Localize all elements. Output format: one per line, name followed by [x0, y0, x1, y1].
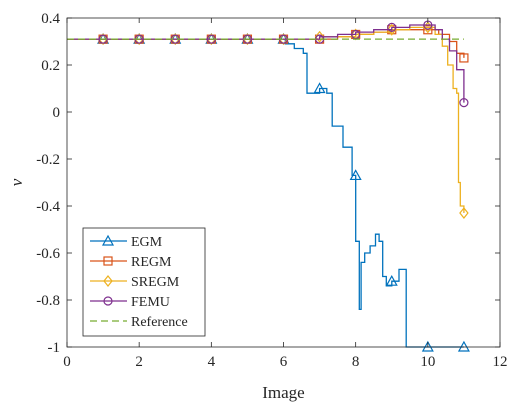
series-sregm	[67, 21, 469, 220]
legend-entry-sregm: SREGM	[90, 275, 180, 290]
x-tick-label: 8	[352, 354, 360, 370]
y-tick-label: -0.8	[36, 293, 60, 309]
data-point-sregm	[242, 33, 253, 46]
data-point-regm	[423, 25, 433, 35]
legend-entry-regm: REGM	[90, 255, 172, 270]
y-tick-label: 0.2	[41, 58, 60, 74]
legend-entry-egm: EGM	[90, 234, 163, 250]
legend-marker-femu	[103, 296, 113, 306]
legend-label-egm: EGM	[131, 235, 163, 250]
data-point-egm	[385, 274, 398, 286]
data-point-sregm	[386, 23, 397, 36]
legend-label-regm: REGM	[131, 255, 172, 270]
series-line-sregm	[67, 26, 465, 213]
legend-box	[82, 227, 206, 337]
legend-entry-femu: FEMU	[90, 295, 170, 310]
y-tick-label: 0	[53, 105, 61, 121]
data-point-sregm	[170, 33, 181, 46]
data-point-egm	[313, 82, 326, 94]
data-point-sregm	[98, 33, 108, 46]
legend-marker-egm	[101, 234, 115, 246]
data-point-sregm	[423, 21, 433, 34]
x-tick-label: 10	[420, 354, 435, 370]
data-point-femu	[387, 22, 397, 32]
legend-marker-regm	[103, 256, 113, 266]
data-point-sregm	[206, 33, 217, 46]
y-axis-label: ν	[7, 178, 26, 186]
legend: EGM REGM SREGM FEMU Reference	[82, 227, 206, 337]
data-point-sregm	[134, 33, 144, 46]
data-point-egm	[421, 340, 434, 352]
legend-marker-sregm	[103, 275, 113, 287]
data-point-egm	[457, 340, 470, 352]
data-point-egm	[349, 169, 362, 181]
legend-label-reference: Reference	[131, 315, 188, 330]
series-line-femu	[67, 24, 465, 103]
axes: 0 2 4 6 8 10 12 -1 -0.8 -0.6 -0.4 -0.2 0 0.2 0.4 Image ν	[7, 11, 508, 402]
series-line-egm	[67, 38, 464, 348]
legend-label-femu: FEMU	[131, 295, 170, 310]
legend-entry-reference: Reference	[90, 315, 188, 330]
y-tick-label: -0.2	[36, 152, 60, 168]
x-tick-label: 0	[63, 354, 71, 370]
x-axis-label: Image	[262, 383, 304, 402]
legend-label-sregm: SREGM	[131, 275, 180, 290]
data-point-sregm	[314, 30, 325, 43]
x-tick-label: 2	[135, 354, 143, 370]
x-tick-label: 12	[493, 354, 508, 370]
data-point-sregm	[278, 33, 289, 46]
data-point-regm	[459, 53, 469, 63]
y-tick-label: -0.4	[36, 199, 60, 215]
y-tick-label: -1	[48, 340, 61, 356]
x-tick-label: 6	[280, 354, 288, 370]
x-tick-label: 4	[208, 354, 216, 370]
y-tick-label: -0.6	[36, 246, 60, 262]
data-point-sregm	[459, 207, 469, 220]
data-point-femu	[459, 97, 469, 108]
y-tick-label: 0.4	[41, 11, 60, 27]
data-point-femu	[98, 34, 108, 44]
